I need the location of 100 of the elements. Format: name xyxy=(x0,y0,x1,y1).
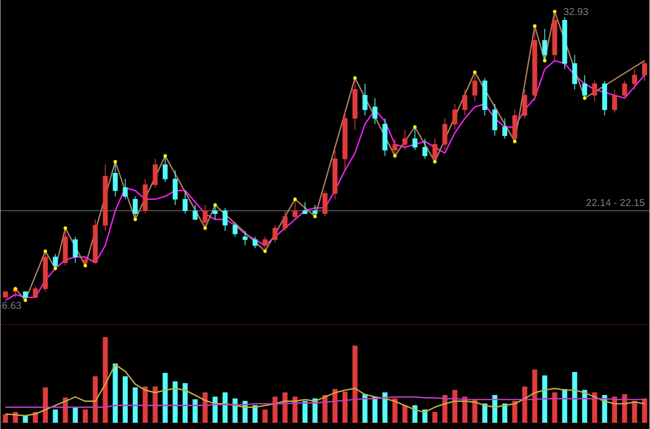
bar xyxy=(552,392,558,423)
candlestick xyxy=(262,236,268,252)
bar xyxy=(172,381,178,423)
candlestick xyxy=(182,190,188,214)
bar xyxy=(612,396,618,423)
point xyxy=(542,58,546,62)
point xyxy=(114,160,117,164)
bar xyxy=(352,345,358,423)
bar xyxy=(202,392,208,423)
candlestick xyxy=(572,54,578,90)
text: 6.63 xyxy=(2,302,21,309)
candlestick xyxy=(282,210,288,232)
bar xyxy=(432,412,438,423)
point xyxy=(313,214,317,218)
bar xyxy=(522,386,528,423)
candlestick xyxy=(132,196,138,220)
candlestick xyxy=(252,236,258,248)
bar xyxy=(332,388,338,423)
candlestick xyxy=(612,88,618,113)
candlestick xyxy=(522,88,528,119)
candlestick xyxy=(542,28,548,61)
bar xyxy=(512,400,518,423)
bar xyxy=(342,391,348,423)
bar xyxy=(482,403,488,423)
bar xyxy=(452,390,458,423)
bar xyxy=(72,406,78,423)
candlestick xyxy=(372,98,378,124)
bar xyxy=(392,398,398,423)
candlestick xyxy=(362,83,368,116)
bar xyxy=(362,394,368,423)
candlestick xyxy=(422,138,428,159)
point xyxy=(203,226,207,230)
bar xyxy=(302,400,308,423)
bar xyxy=(112,363,118,423)
point xyxy=(84,264,88,268)
bar xyxy=(132,387,138,423)
bar xyxy=(92,376,98,423)
bar xyxy=(592,392,598,423)
candlestick xyxy=(462,88,468,116)
bar xyxy=(502,403,508,423)
candlestick xyxy=(242,230,248,246)
candlestick xyxy=(392,138,398,156)
point xyxy=(64,226,68,230)
point xyxy=(582,96,586,100)
candlestick xyxy=(622,80,628,98)
bar xyxy=(412,404,418,423)
bar xyxy=(642,398,648,423)
point xyxy=(552,10,556,14)
bar xyxy=(402,404,408,423)
point xyxy=(533,24,536,28)
bar xyxy=(42,387,48,423)
bar xyxy=(382,392,388,423)
candlestick xyxy=(292,198,298,220)
point xyxy=(213,203,217,207)
point xyxy=(433,160,437,164)
bar xyxy=(52,409,58,423)
candlestick xyxy=(192,204,198,220)
candlestick xyxy=(272,224,278,243)
bar xyxy=(162,372,168,423)
bar xyxy=(622,394,628,423)
candlestick xyxy=(452,103,458,130)
point xyxy=(413,125,417,129)
candlestick xyxy=(232,222,238,237)
bar xyxy=(22,415,28,423)
bar xyxy=(192,398,198,423)
bar xyxy=(102,336,108,423)
point xyxy=(54,266,58,270)
candlestick xyxy=(72,236,78,263)
point xyxy=(44,249,48,253)
point xyxy=(513,140,516,143)
candlestick xyxy=(592,80,598,102)
candlestick xyxy=(202,204,208,228)
candlestick xyxy=(632,68,638,90)
bar xyxy=(572,372,578,423)
bar xyxy=(542,375,548,423)
candlestick xyxy=(492,103,498,136)
bar xyxy=(152,386,158,423)
candlestick xyxy=(212,204,218,220)
candlestick xyxy=(472,72,478,102)
bar xyxy=(142,386,148,423)
candlestick xyxy=(642,60,648,82)
candlestick xyxy=(412,126,418,150)
bar xyxy=(272,396,278,423)
bar xyxy=(462,396,468,423)
candlestick xyxy=(222,207,228,232)
point xyxy=(353,76,357,80)
candlestick xyxy=(302,201,308,214)
bar xyxy=(472,400,478,423)
candlestick xyxy=(502,118,508,139)
point xyxy=(393,154,397,158)
candlestick xyxy=(322,190,328,217)
candlestick xyxy=(312,204,318,217)
bar xyxy=(2,414,8,423)
bar xyxy=(372,396,378,423)
point xyxy=(24,298,28,302)
point xyxy=(473,70,477,74)
bar xyxy=(122,376,128,423)
candlestick xyxy=(152,158,158,188)
bar xyxy=(222,392,228,423)
candlestick xyxy=(442,118,448,150)
